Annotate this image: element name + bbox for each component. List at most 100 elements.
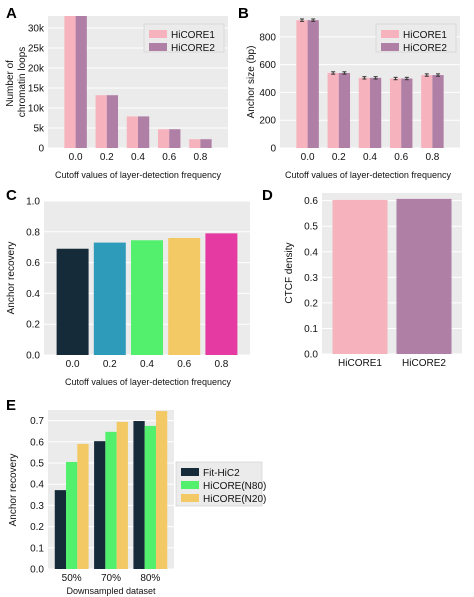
panel-b-legend-swatch — [381, 43, 399, 51]
panel-b-x-tick-label: 0.2 — [332, 152, 346, 163]
panel-e-bar — [144, 425, 156, 569]
panel-e-y-tick-label: 0.4 — [30, 480, 44, 491]
panel-d-x-tick-label: HiCORE2 — [402, 358, 446, 369]
panel-e-bar — [155, 411, 168, 569]
panel-a-bar — [200, 139, 212, 148]
panel-e-legend-swatch — [181, 481, 199, 489]
panel-c-x-tick-label: 0.0 — [66, 359, 80, 370]
panel-b-bar — [432, 75, 444, 148]
panel-e-bar — [133, 421, 145, 569]
panel-e-bar — [54, 490, 67, 569]
panel-c-x-tick-label: 0.2 — [103, 359, 117, 370]
panel-c-y-tick-label: 0.2 — [26, 320, 40, 331]
panel-b-x-tick-label: 0.8 — [425, 152, 439, 163]
panel-a-y-tick-label: 30k — [28, 24, 45, 35]
panel-b-y-tick-label: 200 — [259, 116, 276, 127]
panel-e-x-tick-label: 70% — [101, 573, 121, 584]
panel-d-bar — [332, 199, 388, 354]
panel-b-bar — [370, 77, 382, 148]
panel-b-y-tick-label: 600 — [259, 60, 276, 71]
panel-e-x-tick-label: 50% — [62, 573, 82, 584]
panel-e-bar — [116, 421, 128, 569]
panel-a-bar — [106, 95, 119, 148]
panel-b-y-tick-label: 800 — [259, 32, 276, 43]
panel-e-bar — [105, 431, 117, 569]
panel-c-y-tick-label: 0.4 — [26, 289, 40, 300]
panel-b-legend-label: HiCORE1 — [403, 30, 447, 41]
panel-b-legend-swatch — [381, 30, 399, 38]
panel-c-x-tick-label: 0.4 — [140, 359, 154, 370]
panel-e-x-axis-label: Downsampled dataset — [66, 586, 156, 596]
panel-a-x-tick-label: 0.0 — [69, 152, 83, 163]
panel-c-label: C — [6, 187, 17, 204]
panel-c-y-axis-label: Anchor recovery — [6, 242, 17, 315]
panel-e-y-tick-label: 0.3 — [30, 501, 44, 512]
panel-c-y-tick-label: 0.6 — [26, 258, 40, 269]
panel-a-legend-swatch — [149, 43, 167, 51]
panel-c-x-tick-label: 0.8 — [214, 359, 228, 370]
panel-b-bar — [327, 72, 339, 148]
panel-b-label: B — [238, 5, 249, 22]
panel-b-bar — [338, 72, 351, 148]
panel-b-bar — [358, 77, 370, 148]
panel-a-y-axis-label-line2: chromatin loops — [17, 47, 28, 118]
panel-d-y-tick-label: 0.5 — [304, 222, 318, 233]
panel-e-legend-label: HiCORE(N20) — [203, 494, 266, 505]
panel-a-bar — [64, 16, 76, 148]
panel-a-y-axis-label-line1: Number of — [5, 60, 16, 107]
panel-e-x-tick-label: 80% — [140, 573, 160, 584]
panel-a-y-tick-label: 0 — [38, 144, 44, 155]
panel-a-x-tick-label: 0.2 — [100, 152, 114, 163]
panel-b-x-tick-label: 0.0 — [301, 152, 315, 163]
panel-a-y-tick-label: 25k — [28, 44, 45, 55]
panel-a-y-tick-label: 15k — [28, 84, 45, 95]
panel-a-bar — [169, 129, 181, 148]
panel-e-label: E — [6, 397, 16, 414]
panel-c-chart: C 0.0 0.2 0.4 0.6 0.8 1.0 0.0 0.2 0.4 0.6 0.8 Anc… — [6, 187, 250, 387]
panel-a-bar — [75, 16, 87, 148]
panel-b-x-tick-label: 0.4 — [363, 152, 377, 163]
panel-d-label: D — [262, 187, 273, 204]
panel-b-bar — [421, 75, 433, 148]
panel-a-x-tick-label: 0.8 — [193, 152, 207, 163]
panel-d-y-tick-label: 0.2 — [304, 298, 318, 309]
panel-b-bar — [296, 20, 308, 149]
panel-e-legend-swatch — [181, 468, 199, 476]
panel-a-bar — [126, 116, 138, 148]
panel-b-bar — [307, 20, 319, 149]
panel-d-y-axis-label: CTCF density — [284, 242, 295, 303]
panel-a-legend-label: HiCORE1 — [171, 30, 215, 41]
panel-c-bar — [131, 240, 163, 355]
panel-b-bar — [401, 78, 413, 148]
panel-b-x-axis-label: Cutoff values of layer-detection frequen… — [285, 170, 451, 180]
panel-d-x-tick-label: HiCORE1 — [338, 358, 382, 369]
panel-e-legend-swatch — [181, 494, 199, 502]
panel-b-chart: B 0 200 400 600 800 0.0 0.2 0.4 0.6 0.8 HiCORE1 H… — [238, 5, 460, 180]
panel-a-legend-label: HiCORE2 — [171, 43, 215, 54]
panel-a-bar — [95, 95, 107, 148]
panel-b-y-tick-label: 400 — [259, 88, 276, 99]
panel-c-x-tick-label: 0.6 — [177, 359, 191, 370]
panel-b-legend-label: HiCORE2 — [403, 43, 447, 54]
panel-d-bar — [396, 198, 452, 354]
panel-c-bar — [168, 237, 201, 355]
panel-c-bar — [93, 242, 126, 355]
panel-a-chart: A 0 5k 10k 15k 20k 25k 30k 0.0 0.2 0.4 0.6 0.8 HiC… — [5, 5, 228, 180]
panel-d-y-tick-label: 0.4 — [304, 247, 318, 258]
panel-e-bar — [77, 443, 89, 569]
panel-a-y-tick-label: 10k — [28, 104, 45, 115]
panel-e-legend-label: Fit-HiC2 — [203, 468, 240, 479]
panel-e-bar — [94, 441, 106, 569]
panel-c-x-axis-label: Cutoff values of layer-detection frequen… — [65, 377, 231, 387]
panel-b-y-axis-label: Anchor size (bp) — [246, 46, 257, 119]
panel-a-legend-swatch — [149, 30, 167, 38]
panel-a-x-axis-label: Cutoff values of layer-detection frequen… — [55, 170, 221, 180]
panel-a-bar — [157, 129, 170, 148]
panel-c-y-tick-label: 0.8 — [26, 227, 40, 238]
panel-a-bar — [138, 116, 150, 148]
panel-c-y-tick-label: 0.0 — [26, 351, 40, 362]
panel-d-chart: D 0.0 0.1 0.2 0.3 0.4 0.5 0.6 HiCORE1 HiCORE2 C… — [262, 187, 462, 369]
panel-e-y-tick-label: 0.6 — [30, 437, 44, 448]
panel-a-x-tick-label: 0.6 — [162, 152, 176, 163]
panel-d-y-tick-label: 0.3 — [304, 273, 318, 284]
